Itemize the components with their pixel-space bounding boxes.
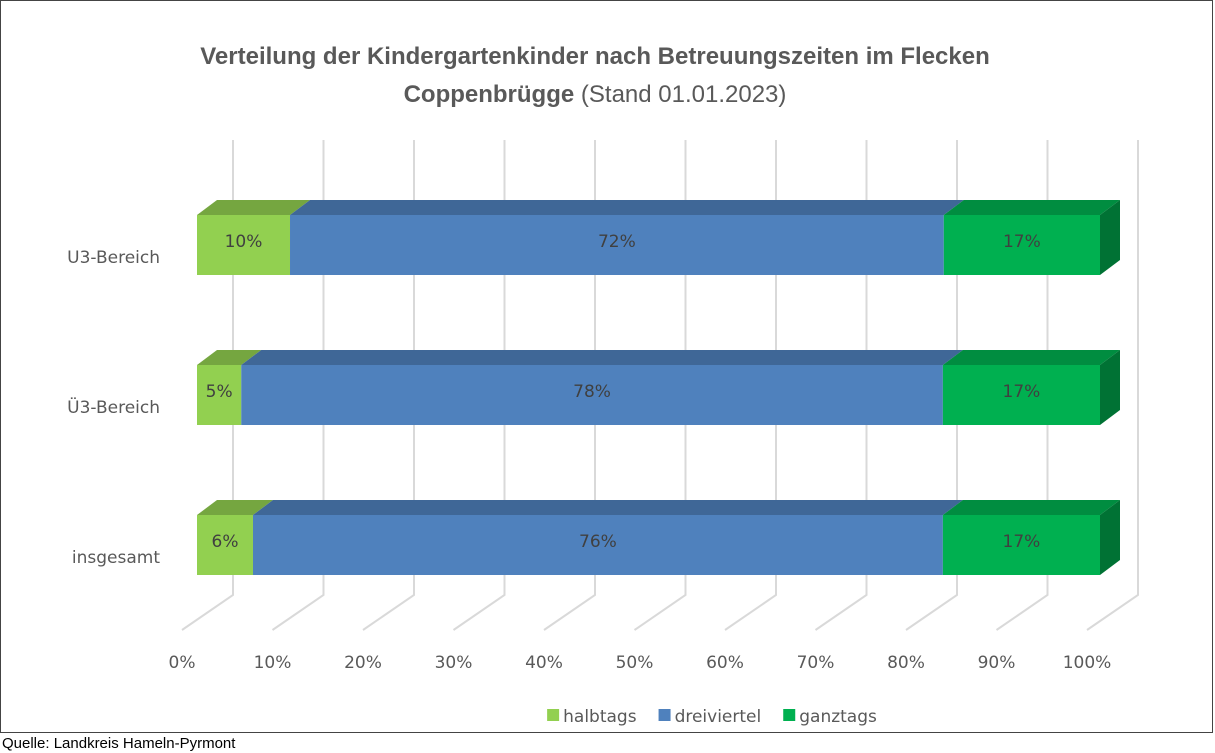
x-tick-label: 30% [435,653,473,673]
grid-line [995,140,1049,631]
chart-frame [0,0,1213,733]
x-tick-label: 90% [978,653,1016,673]
legend-swatch [783,709,796,721]
legend-swatch [658,709,671,721]
bar [241,365,943,425]
legend-swatch [547,709,560,721]
category-label: Ü3-Bereich [67,396,160,418]
bar [942,515,1100,575]
bar-side [1100,200,1120,275]
data-label: 10% [225,232,263,252]
data-label: 5% [206,382,233,402]
x-tick-label: 20% [344,653,382,673]
data-label: 78% [573,382,611,402]
bar-top [942,350,1120,365]
chart-title: Verteilung der Kindergartenkinder nach B… [200,43,990,108]
legend-label: dreiviertel [675,707,762,727]
x-tick-label: 70% [797,653,835,673]
bar-side [1100,350,1120,425]
x-tick-label: 80% [887,653,925,673]
bar [252,515,943,575]
grid-line [452,140,506,631]
bar-top [942,500,1120,515]
data-label: 17% [1003,532,1041,552]
legend-label: ganztags [799,707,877,727]
data-label: 6% [212,532,239,552]
bar-top [252,500,963,515]
legend-label: halbtags [563,707,637,727]
bar-top [197,350,262,365]
x-tick-label: 10% [254,653,292,673]
chart-subtitle: (Stand 01.01.2023) [580,81,787,108]
bar [942,365,1100,425]
bar [943,215,1100,275]
bar [197,515,253,575]
grid-line [814,140,868,631]
bar-top [241,350,963,365]
grid-line [905,140,958,631]
x-tick-label: 40% [525,653,563,673]
x-tick-label: 100% [1063,653,1112,673]
x-tick-label: 50% [616,653,654,673]
bar [290,215,944,275]
bar-top [197,500,273,515]
data-label: 17% [1003,382,1041,402]
grid-line [724,140,777,631]
source-note: Quelle: Landkreis Hameln-Pyrmont [2,735,236,752]
grid-line [271,140,325,631]
data-label: 76% [579,532,617,552]
bar-top [290,200,964,215]
grid-line [362,140,415,631]
category-label: U3-Bereich [67,248,160,268]
grid-line [543,140,596,631]
bar-top [943,200,1120,215]
x-tick-label: 60% [706,653,744,673]
data-label: 72% [598,232,636,252]
bar [197,365,242,425]
chart-title-block: Verteilung der Kindergartenkinder nach B… [165,38,1025,114]
bar [197,215,291,275]
bar-top [197,200,311,215]
category-label: insgesamt [72,548,160,568]
grid-line [181,140,234,631]
data-label: 17% [1003,232,1041,252]
grid-line [633,140,687,631]
x-tick-label: 0% [169,653,196,673]
grid-line [1086,140,1139,631]
bar-side [1100,500,1120,575]
